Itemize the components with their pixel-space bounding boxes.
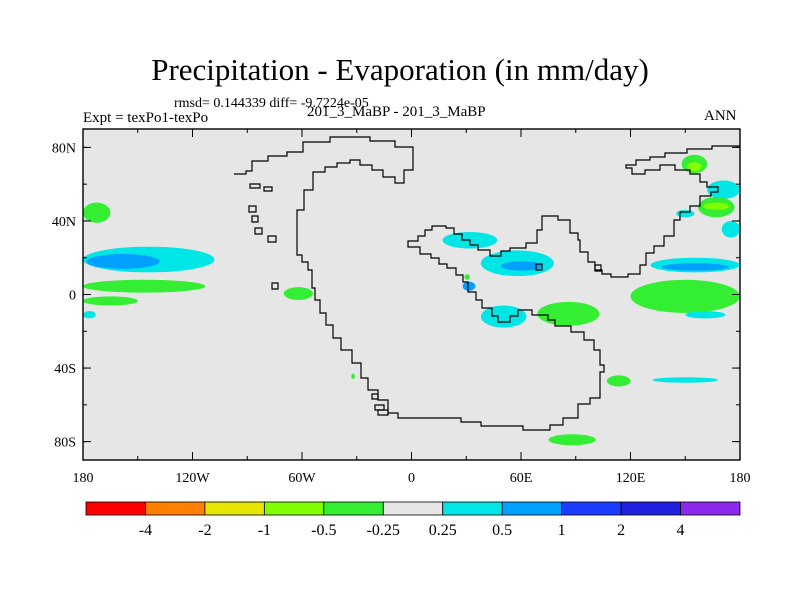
colorbar-box-2 (204, 501, 265, 516)
island-6 (267, 235, 277, 243)
contour-region-23 (707, 180, 740, 199)
contour-region-25 (703, 202, 730, 210)
y-axis: 80N 40N 0 40S 80S (52, 141, 740, 451)
island-11 (535, 263, 543, 271)
contour-region-11 (462, 281, 476, 291)
y-tick-label-4: 80S (54, 436, 76, 451)
contour-region-6 (283, 287, 313, 301)
colorbar-box-10 (680, 501, 741, 516)
x-tick-label-4: 60E (510, 471, 533, 486)
x-tick-label-1: 120W (175, 471, 210, 486)
y-tick-label-1: 40N (52, 215, 76, 230)
colorbar-box-5 (382, 501, 444, 516)
stats-label: rmsd= 0.144339 diff= -9.7224e-05 (174, 96, 369, 111)
contour-region-16 (652, 377, 719, 383)
island-4 (251, 215, 259, 223)
season-label: ANN (704, 108, 737, 124)
colorbar-label-7: 1 (558, 522, 566, 539)
contour-region-10 (500, 261, 543, 271)
contour-region-3 (83, 279, 206, 293)
contour-region-5 (83, 311, 96, 319)
colorbar-label-9: 4 (677, 522, 685, 539)
colorbar-label-8: 2 (617, 522, 625, 539)
island-9 (371, 393, 379, 400)
contour-region-20 (661, 263, 730, 271)
island-2 (263, 186, 273, 192)
colorbar-label-4: -0.25 (367, 522, 400, 539)
colorbar-box-6 (442, 501, 503, 516)
colorbar-box-4 (323, 501, 384, 516)
contour-region-14 (537, 301, 600, 326)
y-tick-label-2: 0 (69, 289, 76, 304)
x-tick-label-5: 120E (616, 471, 646, 486)
colorbar: -4 -2 -1 -0.5 -0.25 0.25 0.5 1 2 4 (85, 501, 741, 539)
island-1 (249, 183, 261, 189)
colorbar-label-1: -2 (198, 522, 211, 539)
island-3 (248, 205, 257, 213)
y-tick-label-3: 40S (54, 362, 76, 377)
contour-region-2 (86, 254, 160, 269)
colorbar-label-6: 0.5 (492, 522, 512, 539)
x-tick-label-2: 60W (288, 471, 316, 486)
contour-region-15 (606, 375, 631, 387)
island-10 (377, 409, 389, 416)
x-tick-label-0: 180 (73, 471, 94, 486)
colorbar-box-1 (145, 501, 206, 516)
contour-region-13 (480, 305, 527, 328)
chart-title: Precipitation - Evaporation (in mm/day) (151, 52, 649, 87)
colorbar-box-8 (561, 501, 622, 516)
contour-region-28 (676, 209, 695, 218)
contour-region-7 (351, 373, 355, 380)
colorbar-label-0: -4 (139, 522, 152, 539)
x-axis: 180 120W 60W 0 60E 120E 180 (73, 129, 751, 486)
colorbar-label-2: -1 (258, 522, 271, 539)
experiment-label: Expt = texPo1-texPo (83, 110, 209, 126)
colorbar-box-0 (85, 501, 146, 516)
continent-west (234, 136, 740, 431)
contour-region-18 (630, 279, 740, 313)
colorbar-box-3 (263, 501, 325, 516)
contour-region-17 (548, 434, 596, 446)
colorbar-label-5: 0.25 (429, 522, 457, 539)
continent-outlines (234, 136, 740, 431)
x-tick-label-3: 0 (408, 471, 415, 486)
contour-region-26 (721, 220, 740, 238)
x-tick-label-6: 180 (730, 471, 751, 486)
colorbar-label-3: -0.5 (311, 522, 336, 539)
contour-region-0 (83, 202, 111, 223)
contour-region-22 (687, 162, 702, 172)
colorbar-box-7 (501, 501, 563, 516)
contour-regions (83, 154, 740, 446)
contour-region-27 (685, 311, 726, 319)
island-12 (594, 264, 602, 272)
contour-region-4 (83, 296, 138, 306)
case-label: 201_3_MaBP - 201_3_MaBP (307, 104, 486, 120)
island-7 (271, 282, 279, 290)
contour-region-12 (464, 274, 470, 280)
y-tick-label-0: 80N (52, 141, 76, 156)
colorbar-box-9 (620, 501, 681, 516)
map-background (83, 129, 740, 460)
island-5 (254, 227, 263, 235)
